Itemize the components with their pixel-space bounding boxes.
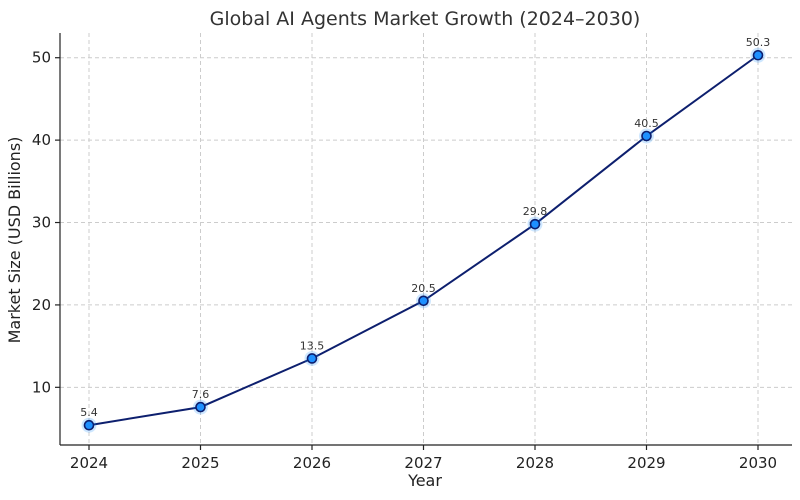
y-tick-label: 20 (32, 296, 51, 314)
x-tick-label: 2025 (181, 454, 219, 472)
data-label: 5.4 (80, 406, 98, 419)
data-point (306, 353, 318, 364)
y-axis-label: Market Size (USD Billions) (5, 137, 24, 344)
data-point (529, 218, 541, 230)
data-point (752, 49, 764, 61)
x-tick-label: 2024 (70, 454, 108, 472)
data-label: 29.8 (523, 205, 548, 218)
x-tick-label: 2029 (627, 454, 665, 472)
data-point (83, 419, 95, 431)
y-tick-label: 40 (32, 131, 51, 149)
data-label: 13.5 (300, 339, 325, 352)
data-point (641, 130, 652, 142)
y-tick-label: 50 (32, 49, 51, 67)
grid-layer (60, 33, 792, 445)
x-tick-label: 2028 (516, 454, 554, 472)
data-point (418, 295, 429, 307)
y-tick-label: 10 (32, 378, 51, 396)
x-axis-label: Year (407, 471, 442, 490)
data-label: 20.5 (411, 282, 436, 295)
x-tick-label: 2030 (739, 454, 777, 472)
data-point (195, 401, 206, 413)
x-tick-label: 2026 (293, 454, 331, 472)
series-layer: 5.4 7.6 13.5 20.5 29.8 40.5 50.3 (80, 36, 771, 433)
x-tick-label: 2027 (404, 454, 442, 472)
data-label: 7.6 (192, 388, 210, 401)
chart-title: Global AI Agents Market Growth (2024–203… (210, 8, 641, 30)
data-label: 40.5 (634, 117, 659, 130)
data-label: 50.3 (746, 36, 771, 49)
y-tick-label: 30 (32, 214, 51, 232)
